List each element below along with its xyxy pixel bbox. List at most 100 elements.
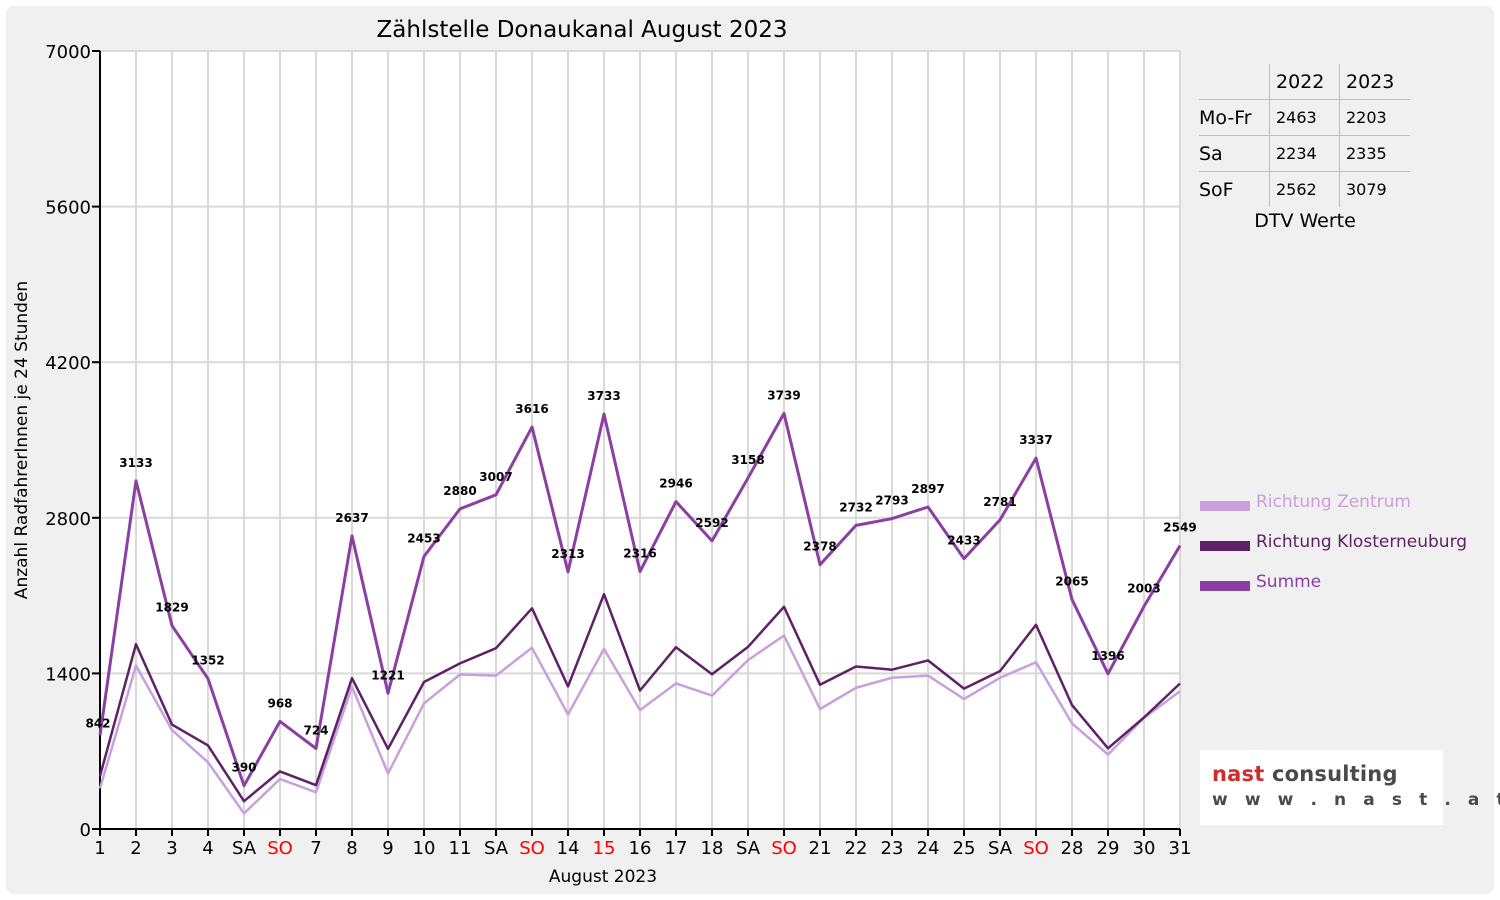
chart-title: Zählstelle Donaukanal August 2023 bbox=[377, 17, 788, 43]
x-tick-label: 30 bbox=[1133, 838, 1156, 859]
x-tick-label: 23 bbox=[881, 838, 904, 859]
x-tick-label: 1 bbox=[94, 838, 105, 859]
dtv-header-2022: 2022 bbox=[1269, 64, 1340, 100]
data-label: 2732 bbox=[839, 500, 872, 514]
legend-swatch-klosterneuburg bbox=[1200, 541, 1250, 551]
x-tick-label: 28 bbox=[1061, 838, 1084, 859]
x-tick-label: SO bbox=[1023, 838, 1049, 859]
dtv-header-2023: 2023 bbox=[1339, 64, 1410, 100]
data-label: 2793 bbox=[875, 494, 908, 508]
x-tick-label: 18 bbox=[701, 838, 724, 859]
x-axis-label: August 2023 bbox=[549, 867, 657, 887]
x-tick-label: SO bbox=[519, 838, 545, 859]
logo-word-nast: nast bbox=[1212, 762, 1265, 786]
dtv-cell: 2562 bbox=[1269, 171, 1340, 207]
y-tick-label: 5600 bbox=[45, 198, 91, 219]
x-tick-label: SO bbox=[267, 838, 293, 859]
x-tick-label: SA bbox=[484, 838, 509, 859]
data-label: 2065 bbox=[1055, 574, 1088, 588]
series-line-richtung-zentrum bbox=[98, 634, 1181, 815]
data-label: 2433 bbox=[947, 534, 980, 548]
data-label: 2378 bbox=[803, 540, 836, 554]
x-tick-label: 31 bbox=[1169, 838, 1192, 859]
legend-label-klosterneuburg: Richtung Klosterneuburg bbox=[1256, 532, 1468, 552]
y-tick-label: 4200 bbox=[45, 353, 91, 374]
data-label: 842 bbox=[85, 716, 110, 730]
x-tick-label: 14 bbox=[557, 838, 580, 859]
dtv-cell: 2203 bbox=[1339, 99, 1410, 136]
y-tick-label: 1400 bbox=[45, 664, 91, 685]
series-line-richtung-klosterneuburg bbox=[98, 592, 1181, 803]
x-tick-label: 22 bbox=[845, 838, 868, 859]
x-tick-label: 21 bbox=[809, 838, 832, 859]
data-label: 968 bbox=[267, 696, 292, 710]
data-label: 1829 bbox=[155, 601, 188, 615]
data-label: 2781 bbox=[983, 495, 1016, 509]
series-line-summe bbox=[98, 411, 1182, 788]
y-tick-label: 0 bbox=[80, 820, 91, 841]
data-label: 2453 bbox=[407, 531, 440, 545]
data-label: 3616 bbox=[515, 402, 548, 416]
data-label: 390 bbox=[231, 761, 256, 775]
data-label: 2897 bbox=[911, 482, 944, 496]
x-tick-label: 29 bbox=[1097, 838, 1120, 859]
data-label: 724 bbox=[303, 724, 328, 738]
y-axis-label: Anzahl RadfahrerInnen je 24 Stunden bbox=[12, 281, 32, 599]
x-tick-label: 10 bbox=[413, 838, 436, 859]
data-label: 3337 bbox=[1019, 433, 1052, 447]
data-label: 2880 bbox=[443, 484, 476, 498]
x-tick-label: 11 bbox=[449, 838, 472, 859]
x-tick-label: 8 bbox=[346, 838, 357, 859]
x-tick-label: 24 bbox=[917, 838, 940, 859]
dtv-cell: 2234 bbox=[1269, 135, 1340, 172]
data-label: 3158 bbox=[731, 453, 764, 467]
dtv-row-label: SoF bbox=[1199, 171, 1270, 207]
x-tick-label: 9 bbox=[382, 838, 393, 859]
x-tick-label: 2 bbox=[130, 838, 141, 859]
data-label: 2313 bbox=[551, 547, 584, 561]
x-tick-label: 15 bbox=[593, 838, 616, 859]
dtv-cell: 3079 bbox=[1339, 171, 1410, 207]
legend-label-summe: Summe bbox=[1256, 572, 1322, 592]
x-tick-label: 3 bbox=[166, 838, 177, 859]
y-tick-label: 7000 bbox=[45, 42, 91, 63]
data-label: 2637 bbox=[335, 511, 368, 525]
data-label: 2592 bbox=[695, 516, 728, 530]
legend-label-zentrum: Richtung Zentrum bbox=[1256, 492, 1411, 512]
dtv-caption: DTV Werte bbox=[1254, 210, 1356, 232]
logo-url: w w w . n a s t . a t bbox=[1212, 790, 1500, 810]
logo-word-consulting: consulting bbox=[1264, 762, 1398, 786]
data-label: 1352 bbox=[191, 654, 224, 668]
y-tick-label: 2800 bbox=[45, 509, 91, 530]
x-tick-label: SA bbox=[736, 838, 761, 859]
x-tick-label: 25 bbox=[953, 838, 976, 859]
logo-wordmark: nast consulting bbox=[1212, 762, 1398, 786]
data-label: 3133 bbox=[119, 456, 152, 470]
x-tick-label: 7 bbox=[310, 838, 321, 859]
data-label: 1221 bbox=[371, 668, 404, 682]
dtv-table: 2022 2023 Mo-Fr 2463 2203 Sa 2234 2335 S… bbox=[1199, 64, 1411, 232]
dtv-cell: 2335 bbox=[1339, 135, 1410, 172]
dtv-cell: 2463 bbox=[1269, 99, 1340, 136]
data-label: 1396 bbox=[1091, 649, 1124, 663]
data-label: 3007 bbox=[479, 470, 512, 484]
legend-swatch-zentrum bbox=[1200, 501, 1250, 511]
legend-swatch-summe bbox=[1200, 581, 1250, 591]
dtv-header-empty bbox=[1199, 64, 1270, 100]
company-logo: nast consulting w w w . n a s t . a t bbox=[1200, 750, 1500, 825]
data-label: 3739 bbox=[767, 388, 800, 402]
x-tick-label: 4 bbox=[202, 838, 213, 859]
x-tick-label: 17 bbox=[665, 838, 688, 859]
dtv-row-label: Mo-Fr bbox=[1199, 99, 1270, 136]
x-tick-label: SA bbox=[232, 838, 257, 859]
x-tick-label: SA bbox=[988, 838, 1013, 859]
x-tick-label: SO bbox=[771, 838, 797, 859]
data-label: 2946 bbox=[659, 477, 692, 491]
dtv-row-label: Sa bbox=[1199, 135, 1270, 172]
data-label: 3733 bbox=[587, 389, 620, 403]
data-label: 2003 bbox=[1127, 581, 1160, 595]
data-label: 2549 bbox=[1163, 521, 1196, 535]
x-tick-label: 16 bbox=[629, 838, 652, 859]
